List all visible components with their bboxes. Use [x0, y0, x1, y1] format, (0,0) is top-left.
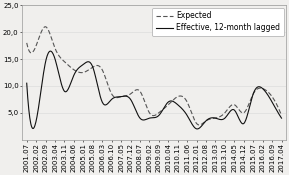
Line: Effective, 12-month lagged: Effective, 12-month lagged — [27, 51, 281, 129]
Expected — [198, 124, 201, 126]
Effective, 12-month lagged — [147, 117, 150, 120]
Expected — [147, 110, 150, 112]
Effective, 12-month lagged — [49, 50, 52, 52]
Line: Expected: Expected — [27, 27, 281, 125]
Expected — [43, 26, 47, 28]
Effective, 12-month lagged — [280, 117, 283, 119]
Effective, 12-month lagged — [163, 105, 167, 107]
Expected — [275, 103, 278, 105]
Effective, 12-month lagged — [148, 117, 151, 119]
Effective, 12-month lagged — [177, 105, 181, 107]
Expected — [25, 42, 28, 44]
Effective, 12-month lagged — [196, 128, 199, 130]
Expected — [280, 114, 283, 117]
Effective, 12-month lagged — [235, 112, 238, 114]
Effective, 12-month lagged — [25, 82, 28, 84]
Expected — [177, 95, 181, 97]
Expected — [235, 106, 238, 108]
Expected — [148, 112, 151, 114]
Expected — [163, 107, 167, 109]
Legend: Expected, Effective, 12-month lagged: Expected, Effective, 12-month lagged — [152, 8, 284, 36]
Effective, 12-month lagged — [275, 109, 278, 111]
